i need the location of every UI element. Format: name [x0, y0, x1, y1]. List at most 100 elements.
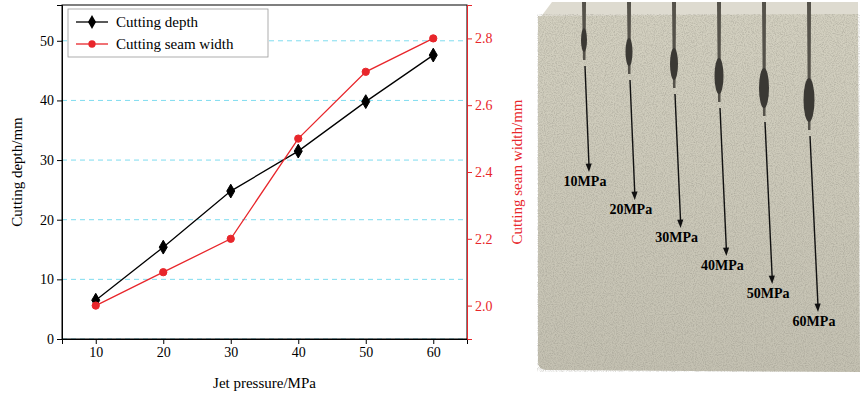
marker	[227, 235, 234, 242]
tick-label: 40	[292, 345, 306, 360]
slot-cavity	[581, 28, 587, 52]
arrow-head	[769, 275, 775, 284]
series-line	[96, 38, 434, 305]
marker	[362, 95, 370, 109]
grid-line	[62, 100, 467, 101]
tick-mark	[433, 339, 434, 344]
marker	[159, 240, 167, 254]
tick: 0	[47, 332, 62, 347]
photo-label: 20MPa	[609, 202, 652, 217]
tick-label: 30	[224, 345, 238, 360]
arrow-shaft	[810, 136, 818, 306]
tick: 30	[40, 153, 62, 168]
axis-line	[57, 6, 63, 340]
tick-label: 2.2	[475, 232, 493, 247]
tick-mark	[96, 339, 97, 344]
plot-frame	[62, 5, 467, 339]
tick-mark	[366, 339, 367, 344]
legend-marker	[88, 15, 96, 29]
grid-line	[62, 160, 467, 161]
arrow-head	[631, 191, 637, 200]
tick: 20	[40, 213, 62, 228]
arrow-head	[586, 163, 592, 172]
photo-label: 30MPa	[655, 230, 698, 245]
y2-axis-title: Cutting seam width/mm	[509, 99, 525, 244]
x-axis-title: Jet pressure/MPa	[213, 375, 316, 391]
chart: 10 20 30 40 50 60 0 10 20 30 40 50 2.0 2.2 2.4 2.6 2.8 Je…	[0, 0, 861, 399]
tick-mark	[231, 339, 232, 344]
tick: 10	[89, 339, 103, 360]
tick-label: 2.6	[475, 98, 493, 113]
photo-label: 50MPa	[747, 286, 790, 301]
slot-cavity	[759, 68, 769, 108]
marker	[362, 68, 369, 75]
marker	[294, 144, 302, 158]
tick: 2.2	[467, 232, 493, 247]
tick-label: 2.0	[475, 299, 493, 314]
legend-marker	[88, 40, 95, 47]
marker	[92, 302, 99, 309]
photo-label: 60MPa	[793, 314, 836, 329]
arrow-head	[815, 303, 821, 312]
tick-mark	[57, 160, 62, 161]
legend: Cutting depth Cutting seam width	[68, 9, 268, 57]
y-axis: 0 10 20 30 40 50	[40, 6, 63, 347]
legend-label: Cutting seam width	[116, 36, 234, 52]
arrow-head	[723, 247, 729, 256]
tick: 2.6	[467, 98, 493, 113]
axis-line	[468, 6, 473, 340]
photo: 10MPa20MPa30MPa40MPa50MPa60MPa	[538, 2, 860, 372]
tick-label: 2.8	[475, 31, 493, 46]
tick-label: 0	[47, 332, 54, 347]
tick-mark	[57, 279, 62, 280]
tick-label: 20	[40, 213, 54, 228]
tick: 50	[40, 34, 62, 49]
plot-area	[92, 35, 437, 310]
tick: 10	[40, 272, 62, 287]
tick-mark	[57, 100, 62, 101]
tick-label: 10	[89, 345, 103, 360]
y-axis-title: Cutting depth/mm	[9, 117, 25, 227]
arrow-head	[677, 219, 683, 228]
tick-mark	[57, 41, 62, 42]
tick-mark	[467, 38, 472, 39]
grid-line	[62, 219, 467, 220]
arrow-shaft	[720, 108, 726, 250]
tick: 2.4	[467, 165, 493, 180]
tick-label: 10	[40, 272, 54, 287]
marker	[430, 35, 437, 42]
slot-cavity	[804, 78, 815, 122]
axis-line	[63, 340, 468, 345]
tick-label: 50	[40, 34, 54, 49]
tick-label: 20	[157, 345, 171, 360]
marker	[429, 48, 437, 62]
tick-mark	[57, 339, 62, 340]
tick-label: 50	[359, 345, 373, 360]
tick-label: 40	[40, 93, 54, 108]
grid	[62, 41, 467, 339]
marker	[160, 269, 167, 276]
slot	[582, 2, 586, 60]
tick: 2.8	[467, 31, 493, 46]
tick-mark	[467, 306, 472, 307]
y2-axis: 2.0 2.2 2.4 2.6 2.8	[467, 6, 493, 340]
series-line	[96, 55, 434, 300]
tick: 20	[157, 339, 171, 360]
tick-label: 60	[427, 345, 441, 360]
x-axis: 10 20 30 40 50 60	[63, 339, 468, 360]
tick-mark	[57, 220, 62, 221]
slot-cavity	[670, 48, 678, 80]
tick: 2.0	[467, 299, 493, 314]
tick-mark	[467, 172, 472, 173]
slot-cavity	[626, 38, 633, 66]
tick-mark	[163, 339, 164, 344]
tick-label: 30	[40, 153, 54, 168]
arrow-shaft	[585, 66, 589, 166]
arrow-shaft	[765, 122, 772, 278]
tick-mark	[467, 239, 472, 240]
tick: 60	[427, 339, 441, 360]
legend-label: Cutting depth	[116, 14, 199, 30]
tick-mark	[298, 339, 299, 344]
tick: 50	[359, 339, 373, 360]
slot-cavity	[715, 58, 724, 94]
